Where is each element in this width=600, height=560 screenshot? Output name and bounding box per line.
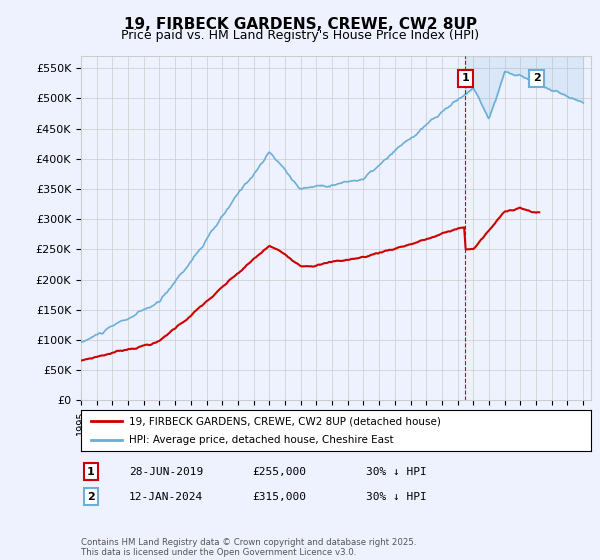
Text: HPI: Average price, detached house, Cheshire East: HPI: Average price, detached house, Ches… — [130, 435, 394, 445]
Text: 1: 1 — [461, 73, 469, 83]
Text: £315,000: £315,000 — [252, 492, 306, 502]
Text: 1: 1 — [87, 466, 95, 477]
Text: 28-JUN-2019: 28-JUN-2019 — [129, 466, 203, 477]
Text: Contains HM Land Registry data © Crown copyright and database right 2025.
This d: Contains HM Land Registry data © Crown c… — [81, 538, 416, 557]
Text: £255,000: £255,000 — [252, 466, 306, 477]
Text: 19, FIRBECK GARDENS, CREWE, CW2 8UP: 19, FIRBECK GARDENS, CREWE, CW2 8UP — [124, 17, 476, 32]
Text: 12-JAN-2024: 12-JAN-2024 — [129, 492, 203, 502]
Text: Price paid vs. HM Land Registry's House Price Index (HPI): Price paid vs. HM Land Registry's House … — [121, 29, 479, 42]
Text: 30% ↓ HPI: 30% ↓ HPI — [366, 466, 427, 477]
Text: 30% ↓ HPI: 30% ↓ HPI — [366, 492, 427, 502]
Text: 19, FIRBECK GARDENS, CREWE, CW2 8UP (detached house): 19, FIRBECK GARDENS, CREWE, CW2 8UP (det… — [130, 417, 442, 426]
Text: 2: 2 — [533, 73, 541, 83]
Text: 2: 2 — [87, 492, 95, 502]
